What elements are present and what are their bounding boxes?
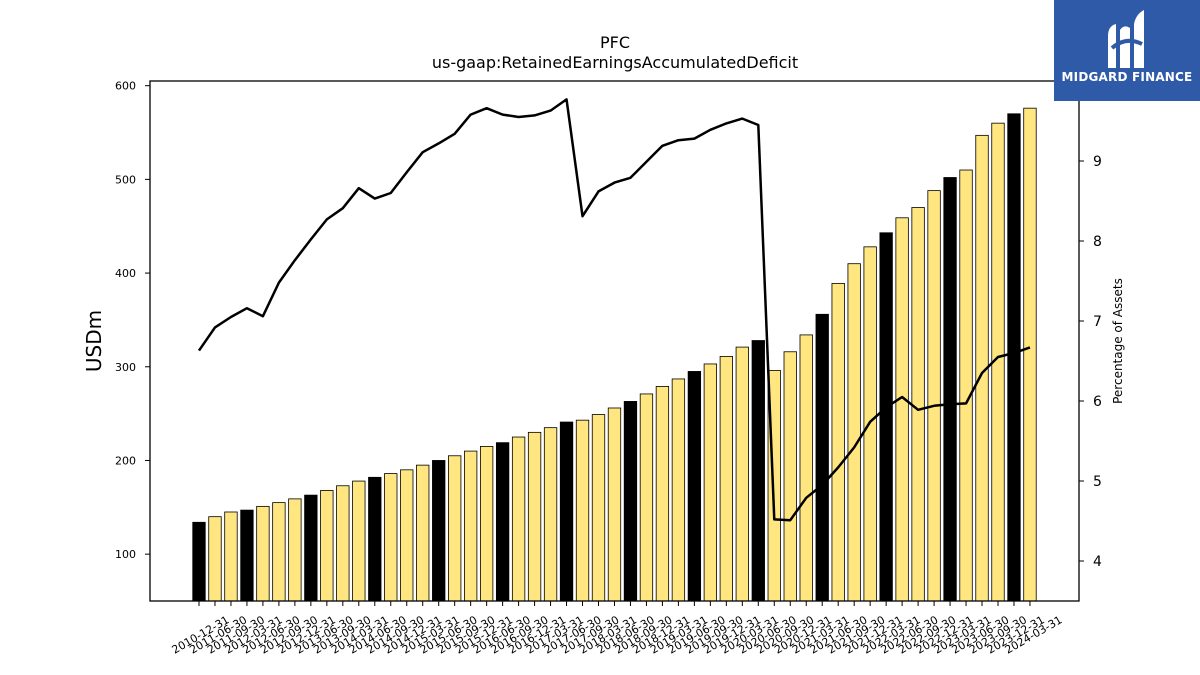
bar bbox=[735, 346, 749, 602]
bar bbox=[719, 356, 733, 602]
y-axis-left: 100 200 300 400 500 600 bbox=[115, 80, 150, 561]
bar bbox=[879, 232, 893, 602]
bar bbox=[831, 282, 845, 602]
bar bbox=[192, 521, 206, 602]
percentage-line bbox=[197, 98, 1031, 522]
bar bbox=[320, 490, 334, 602]
midgard-finance-logo: MIDGARD FINANCE bbox=[1054, 0, 1200, 101]
bar bbox=[895, 217, 909, 602]
bar bbox=[927, 190, 941, 602]
bar bbox=[384, 473, 398, 602]
y-tick-label: 600 bbox=[115, 80, 136, 93]
y2-tick-label: 8 bbox=[1093, 234, 1102, 250]
logo-text: MIDGARD FINANCE bbox=[1061, 70, 1193, 84]
bar bbox=[272, 502, 286, 602]
bar bbox=[943, 177, 957, 602]
bar bbox=[256, 505, 270, 602]
bar bbox=[464, 450, 478, 602]
bar bbox=[847, 263, 861, 602]
bar bbox=[352, 480, 366, 602]
chart-subtitle: us-gaap:RetainedEarningsAccumulatedDefic… bbox=[432, 53, 798, 72]
bar bbox=[400, 469, 414, 602]
bar bbox=[911, 207, 925, 602]
bar bbox=[288, 498, 302, 602]
y2-tick-label: 5 bbox=[1093, 474, 1102, 490]
bar bbox=[448, 455, 462, 602]
y2-tick-label: 6 bbox=[1093, 394, 1102, 410]
y-tick-label: 300 bbox=[115, 361, 136, 374]
bar bbox=[687, 371, 702, 602]
y-tick-label: 200 bbox=[115, 454, 136, 467]
bar bbox=[304, 494, 318, 602]
bar bbox=[336, 485, 350, 602]
bar bbox=[495, 442, 510, 602]
bar bbox=[671, 378, 686, 602]
bar bbox=[703, 363, 718, 602]
bar bbox=[224, 511, 238, 602]
bar bbox=[1023, 107, 1037, 602]
bar bbox=[240, 509, 254, 602]
bar bbox=[559, 421, 574, 602]
y2-tick-label: 7 bbox=[1093, 314, 1102, 330]
bar bbox=[815, 313, 829, 602]
y2-axis-label: Percentage of Assets bbox=[1111, 278, 1125, 404]
bar bbox=[623, 401, 638, 602]
bar bbox=[655, 386, 670, 602]
y2-tick-label: 4 bbox=[1093, 554, 1102, 570]
bar bbox=[416, 464, 430, 602]
bar bbox=[639, 393, 654, 602]
bar bbox=[575, 419, 590, 602]
bar bbox=[479, 446, 494, 602]
logo-mark-icon bbox=[1108, 10, 1144, 68]
bar bbox=[208, 516, 222, 602]
y-axis-right: 4 5 6 7 8 9 bbox=[1079, 154, 1102, 570]
bar bbox=[959, 169, 973, 602]
y2-tick-label: 9 bbox=[1093, 154, 1102, 170]
chart-title: PFC bbox=[600, 33, 630, 52]
y-axis-label: USDm bbox=[82, 310, 106, 372]
y-tick-label: 400 bbox=[115, 267, 136, 280]
bar bbox=[751, 340, 765, 602]
bar bbox=[527, 431, 542, 602]
bar bbox=[511, 436, 526, 602]
y-tick-label: 500 bbox=[115, 173, 136, 186]
bar bbox=[799, 334, 813, 602]
bar bbox=[543, 427, 558, 602]
bar bbox=[1007, 113, 1021, 602]
bar bbox=[591, 414, 606, 602]
bar bbox=[607, 407, 622, 602]
bar bbox=[368, 476, 382, 602]
y-tick-label: 100 bbox=[115, 548, 136, 561]
bar bbox=[783, 351, 797, 602]
x-axis: 2010-12-312011-06-302011-09-302012-03-31… bbox=[170, 601, 1065, 657]
bar bbox=[432, 460, 446, 602]
